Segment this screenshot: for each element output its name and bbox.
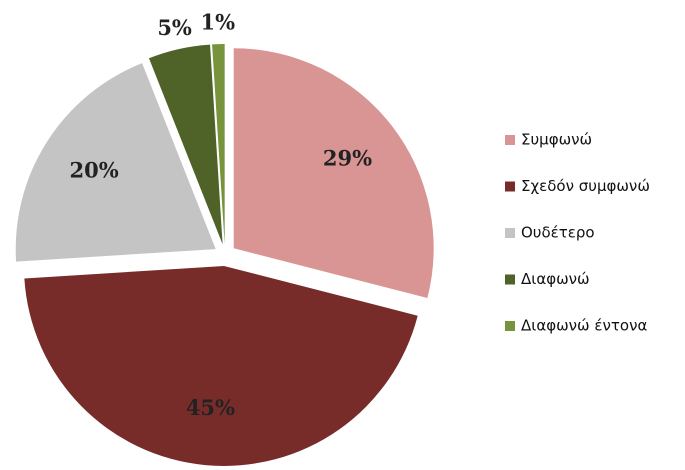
data-label: 45%	[186, 395, 235, 420]
pie-slice	[24, 265, 418, 466]
data-label: 20%	[70, 157, 119, 182]
data-label: 1%	[200, 10, 235, 35]
data-label: 5%	[157, 15, 192, 40]
legend-label: Ουδέτερο	[521, 224, 595, 242]
legend-swatch	[505, 135, 515, 145]
legend-swatch	[505, 274, 515, 285]
data-label: 29%	[323, 145, 372, 170]
pie-slice	[148, 44, 223, 245]
legend-swatch	[505, 181, 515, 192]
legend-label: Σχεδόν συμφωνώ	[521, 177, 650, 195]
legend-swatch	[505, 321, 515, 331]
legend-label: Διαφωνώ	[521, 270, 590, 288]
pie-slice	[15, 63, 216, 262]
legend-swatch	[505, 228, 515, 238]
legend-label: Συμφωνώ	[521, 131, 592, 149]
legend-label: Διαφωνώ έντονα	[521, 317, 647, 335]
pie-slice	[233, 48, 434, 298]
pie-slice	[212, 44, 225, 245]
